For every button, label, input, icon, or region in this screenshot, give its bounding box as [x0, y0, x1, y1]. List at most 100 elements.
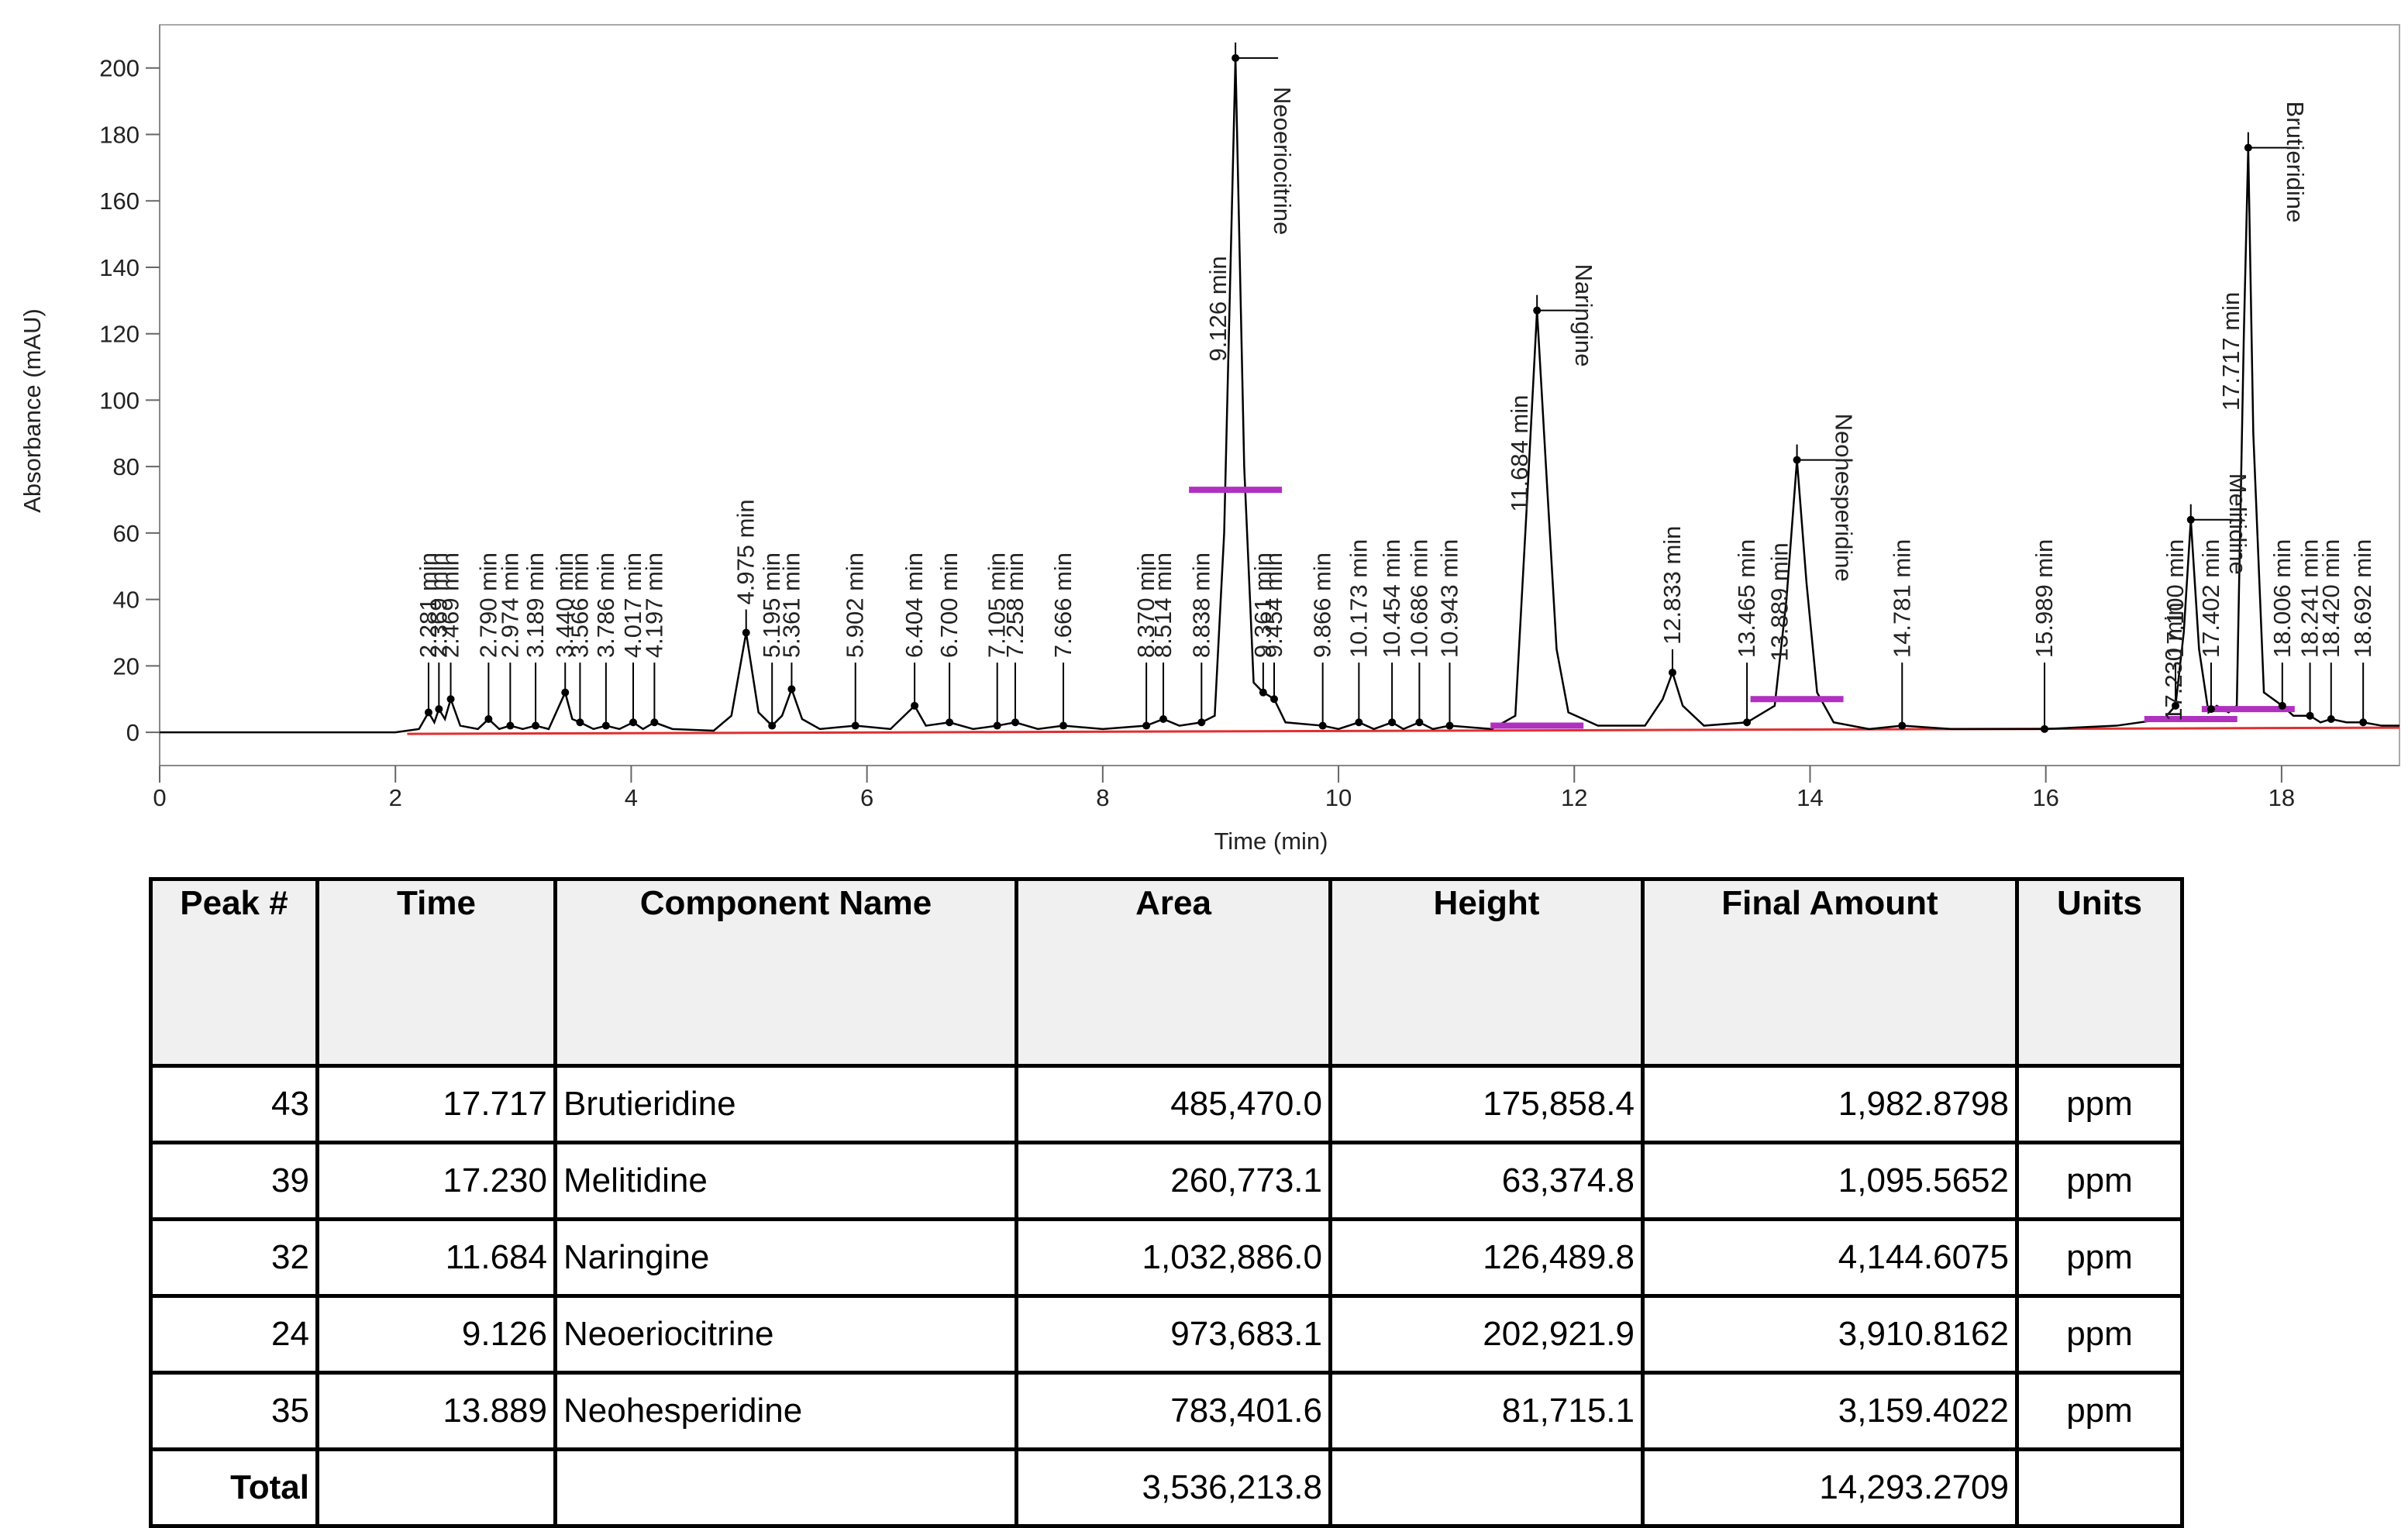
peak-label: 10.943 min: [1435, 539, 1462, 658]
y-tick-label: 20: [113, 652, 140, 680]
y-tick-label: 200: [99, 55, 140, 82]
peak-label: 8.370 min: [1132, 552, 1159, 658]
peak-label: 17.402 min: [2197, 539, 2224, 658]
peak-label: 14.781 min: [1888, 539, 1915, 658]
peak-label: 3.440 min: [551, 552, 578, 658]
table-row: 24 9.126 Neoeriocitrine 973,683.1 202,921.9 3…: [149, 1294, 2184, 1375]
peak-label: 3.566 min: [566, 552, 593, 658]
peak-label: 6.700 min: [935, 552, 963, 658]
peak-label: 4.017 min: [619, 552, 646, 658]
table-cell: ppm: [2015, 1141, 2184, 1221]
x-tick-label: 12: [1561, 784, 1587, 811]
table-cell: 32: [149, 1217, 319, 1298]
header-cell: Component Name: [553, 877, 1018, 1068]
peak-label: 10.686 min: [1405, 539, 1432, 658]
peak-label: 13.465 min: [1733, 539, 1760, 658]
header-cell: Area: [1015, 877, 1332, 1068]
table-cell: 24: [149, 1294, 319, 1375]
peak-label: 10.173 min: [1345, 539, 1372, 658]
table-cell: [2015, 1447, 2184, 1528]
table-cell: ppm: [2015, 1217, 2184, 1298]
table-row: 39 17.230 Melitidine 260,773.1 63,374.8 1,095…: [149, 1141, 2184, 1221]
peak-label: 2.790 min: [474, 552, 501, 658]
table-cell: Total: [149, 1447, 319, 1528]
table-cell: 11.684: [315, 1217, 557, 1298]
table-row: 43 17.717 Brutieridine 485,470.0 175,858.4 1,…: [149, 1064, 2184, 1144]
peak-label: 11.684 min: [1506, 395, 1533, 512]
x-axis-label: Time (min): [1214, 828, 1328, 855]
table-cell: 783,401.6: [1015, 1371, 1332, 1451]
peak-label: 3.189 min: [522, 552, 549, 658]
component-label: Brutieridine: [2282, 102, 2309, 223]
table-cell: 13.889: [315, 1371, 557, 1451]
table-body: 43 17.717 Brutieridine 485,470.0 175,858.4 1,…: [149, 1064, 2184, 1528]
table-row: 32 11.684 Naringine 1,032,886.0 126,489.8 4,1…: [149, 1217, 2184, 1298]
peak-label: 10.454 min: [1378, 539, 1405, 658]
x-tick-label: 16: [2032, 784, 2058, 811]
peak-label: 2.974 min: [496, 552, 523, 658]
peak-label: 17.230 min: [2160, 602, 2187, 721]
peak-label: 18.241 min: [2296, 539, 2324, 658]
table-cell: 3,910.8162: [1641, 1294, 2019, 1375]
y-tick-label: 40: [113, 587, 140, 614]
peak-label: 7.258 min: [1001, 552, 1028, 658]
header-row: Peak # Time Component Name Area Height Final …: [149, 877, 2184, 1068]
peak-label: 8.514 min: [1149, 552, 1176, 658]
peak-label: 7.105 min: [984, 552, 1011, 658]
peak-label: 4.975 min: [732, 499, 760, 604]
table-cell: 14,293.2709: [1641, 1447, 2019, 1528]
table-cell: 1,982.8798: [1641, 1064, 2019, 1144]
chart: Absorbance (mAU) Time (min) 0 2 4 6 8 10 12 14 1…: [19, 24, 2400, 855]
peak-label: 5.361 min: [777, 552, 804, 658]
header-cell: Units: [2015, 877, 2184, 1068]
peak-label: 17.717 min: [2217, 292, 2244, 411]
peak-label: 18.006 min: [2268, 539, 2296, 658]
peak-label: 18.692 min: [2349, 539, 2376, 658]
peak-label: 8.838 min: [1187, 552, 1214, 658]
peak-label: 9.361 min: [1249, 552, 1276, 658]
table-cell: Melitidine: [553, 1141, 1018, 1221]
table-cell: 4,144.6075: [1641, 1217, 2019, 1298]
table-cell: 63,374.8: [1328, 1141, 1645, 1221]
peak-label: 4.197 min: [640, 552, 667, 658]
table-cell: Neohesperidine: [553, 1371, 1018, 1451]
peak-label: 2.469 min: [437, 552, 464, 658]
table-cell: 9.126: [315, 1294, 557, 1375]
peak-label: 13.889 min: [1766, 542, 1793, 661]
table-row: 35 13.889 Neohesperidine 783,401.6 81,715.1 3…: [149, 1371, 2184, 1451]
table-cell: 1,032,886.0: [1015, 1217, 1332, 1298]
total-row: Total 3,536,213.8 14,293.2709: [149, 1447, 2184, 1528]
table-cell: Naringine: [553, 1217, 1018, 1298]
y-tick-label: 100: [99, 387, 140, 414]
peak-label: 6.404 min: [901, 552, 928, 658]
component-label: Neohesperidine: [1831, 414, 1858, 582]
peak-label: 2.369 min: [425, 552, 452, 658]
x-tick-label: 18: [2268, 784, 2295, 811]
table-cell: 17.717: [315, 1064, 557, 1144]
y-tick-label: 0: [126, 719, 140, 746]
table-cell: Neoeriocitrine: [553, 1294, 1018, 1375]
peak-label: 2.281 min: [415, 552, 442, 658]
table-cell: Brutieridine: [553, 1064, 1018, 1144]
x-tick-label: 10: [1325, 784, 1352, 811]
x-tick-label: 8: [1096, 784, 1109, 811]
component-label: Melitidine: [2224, 473, 2251, 575]
y-tick-label: 80: [113, 453, 140, 480]
table-cell: 35: [149, 1371, 319, 1451]
y-tick-label: 120: [99, 321, 140, 348]
table-cell: 3,159.4022: [1641, 1371, 2019, 1451]
results-table: Peak # Time Component Name Area Height Final …: [149, 877, 2184, 1528]
table-cell: 202,921.9: [1328, 1294, 1645, 1375]
table-cell: 126,489.8: [1328, 1217, 1645, 1298]
peak-label: 9.454 min: [1260, 552, 1287, 658]
peak-label: 9.126 min: [1204, 256, 1232, 361]
header-cell: Height: [1328, 877, 1645, 1068]
table-cell: 175,858.4: [1328, 1064, 1645, 1144]
peak-label: 12.833 min: [1659, 526, 1686, 645]
y-tick-label: 160: [99, 188, 140, 215]
y-tick-label: 180: [99, 121, 140, 148]
table-cell: 1,095.5652: [1641, 1141, 2019, 1221]
x-tick-label: 14: [1797, 784, 1823, 811]
y-tick-label: 60: [113, 520, 140, 547]
table-cell: ppm: [2015, 1294, 2184, 1375]
